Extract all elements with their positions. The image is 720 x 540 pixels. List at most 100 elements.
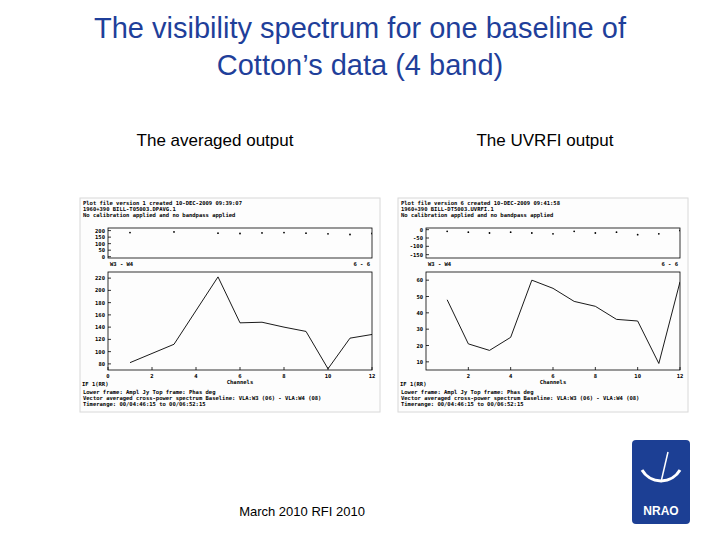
data-point	[129, 232, 131, 234]
y-tick	[426, 254, 429, 255]
data-point	[489, 232, 491, 234]
slide: The visibility spectrum for one baseline…	[0, 0, 720, 540]
baseline-label: W3 - W4	[110, 261, 134, 267]
y-tick-label: 180	[95, 300, 105, 306]
x-tick	[637, 367, 638, 370]
data-point	[446, 230, 448, 232]
x-tick	[152, 367, 153, 370]
y-tick-label: 60	[416, 277, 423, 283]
y-tick	[426, 312, 429, 313]
data-point	[261, 232, 263, 234]
x-tick	[108, 367, 109, 370]
y-tick-label: 120	[95, 336, 105, 342]
stokes-label: 6 - 6	[661, 261, 678, 267]
y-tick	[426, 345, 429, 346]
x-tick-label: 12	[677, 373, 684, 379]
x-tick-label: 12	[369, 373, 376, 379]
x-axis-label: Channels	[540, 379, 567, 385]
y-tick-label: 150	[95, 234, 105, 240]
data-point	[283, 232, 285, 234]
plot-footer: Timerange: 00/04:46:15 to 00/06:52:15	[401, 401, 524, 408]
logo-text: NRAO	[643, 504, 678, 518]
x-tick	[196, 367, 197, 370]
x-tick	[595, 367, 596, 370]
y-tick	[108, 250, 111, 251]
axis-frame	[108, 228, 372, 258]
y-tick-label: -100	[410, 243, 423, 249]
plot-panel: Plot file version 6 created 10-DEC-2009 …	[398, 198, 688, 412]
x-tick-label: 8	[594, 373, 597, 379]
plot-frame	[398, 198, 688, 412]
chart: -150-100-500	[410, 227, 681, 258]
axis-frame	[426, 272, 680, 370]
x-tick-label: 10	[325, 373, 332, 379]
y-tick-label: 50	[416, 294, 423, 300]
data-point	[531, 232, 533, 234]
data-group	[447, 280, 680, 363]
slide-footer: March 2010 RFI 2010	[239, 504, 365, 519]
if-label: IF 1(RR)	[82, 381, 109, 387]
x-tick	[468, 367, 469, 370]
canvas: The visibility spectrum for one baseline…	[0, 0, 720, 540]
plot-frame	[80, 198, 380, 412]
data-point	[467, 231, 469, 233]
plot-heading: The UVRFI output	[476, 131, 613, 150]
y-tick-label: 0	[102, 254, 105, 260]
data-point	[573, 230, 575, 232]
y-tick-label: -50	[413, 235, 423, 241]
plot-header: No calibration applied and no bandpass a…	[401, 212, 553, 219]
y-tick	[426, 280, 429, 281]
y-tick	[108, 339, 111, 340]
y-tick-label: 50	[98, 247, 105, 253]
y-tick	[108, 230, 111, 231]
data-point	[371, 233, 372, 235]
y-tick-label: 20	[416, 343, 423, 349]
data-point	[658, 233, 660, 235]
data-line	[130, 277, 372, 369]
y-tick	[108, 363, 111, 364]
x-tick-label: 2	[467, 373, 470, 379]
stokes-label: 6 - 6	[353, 261, 370, 267]
y-tick	[108, 237, 111, 238]
chart: 80100120140160180200220024681012Channels	[95, 272, 375, 385]
y-tick-label: 10	[416, 359, 423, 365]
x-tick-label: 2	[150, 373, 153, 379]
data-point	[594, 232, 596, 234]
y-tick-label: 100	[95, 241, 105, 247]
plot-heading: The averaged output	[137, 131, 294, 150]
x-tick-label: 4	[194, 373, 198, 379]
slide-title: The visibility spectrum for one baseline…	[94, 12, 627, 44]
axis-frame	[426, 228, 680, 258]
y-tick	[108, 290, 111, 291]
y-tick-label: 200	[95, 228, 105, 234]
x-tick	[680, 367, 681, 370]
y-tick	[426, 329, 429, 330]
y-tick	[108, 314, 111, 315]
data-point	[217, 232, 219, 234]
data-point	[239, 233, 241, 235]
y-tick	[108, 256, 111, 257]
x-tick-label: 4	[509, 373, 513, 379]
chart: 050100150200	[95, 228, 373, 260]
y-tick-label: 160	[95, 312, 105, 318]
data-point	[327, 233, 329, 235]
data-line	[447, 280, 680, 363]
background	[0, 0, 720, 540]
baseline-label: W3 - W4	[428, 261, 452, 267]
y-tick-label: 100	[95, 349, 105, 355]
y-tick-label: 80	[98, 361, 105, 367]
y-tick	[108, 351, 111, 352]
y-tick	[108, 243, 111, 244]
y-tick	[108, 278, 111, 279]
plot-footer: Timerange: 00/04:46:15 to 00/06:52:15	[83, 401, 206, 408]
y-tick-label: 220	[95, 275, 105, 281]
if-label: IF 1(RR)	[400, 381, 427, 387]
slide-title: Cotton’s data (4 band)	[217, 49, 503, 81]
plot-header: No calibration applied and no bandpass a…	[83, 212, 235, 219]
y-tick-label: 0	[420, 227, 423, 233]
data-point	[616, 231, 618, 233]
x-tick	[240, 367, 241, 370]
y-tick-label: 200	[95, 287, 105, 293]
logo-feed	[661, 452, 668, 482]
x-tick	[284, 367, 285, 370]
